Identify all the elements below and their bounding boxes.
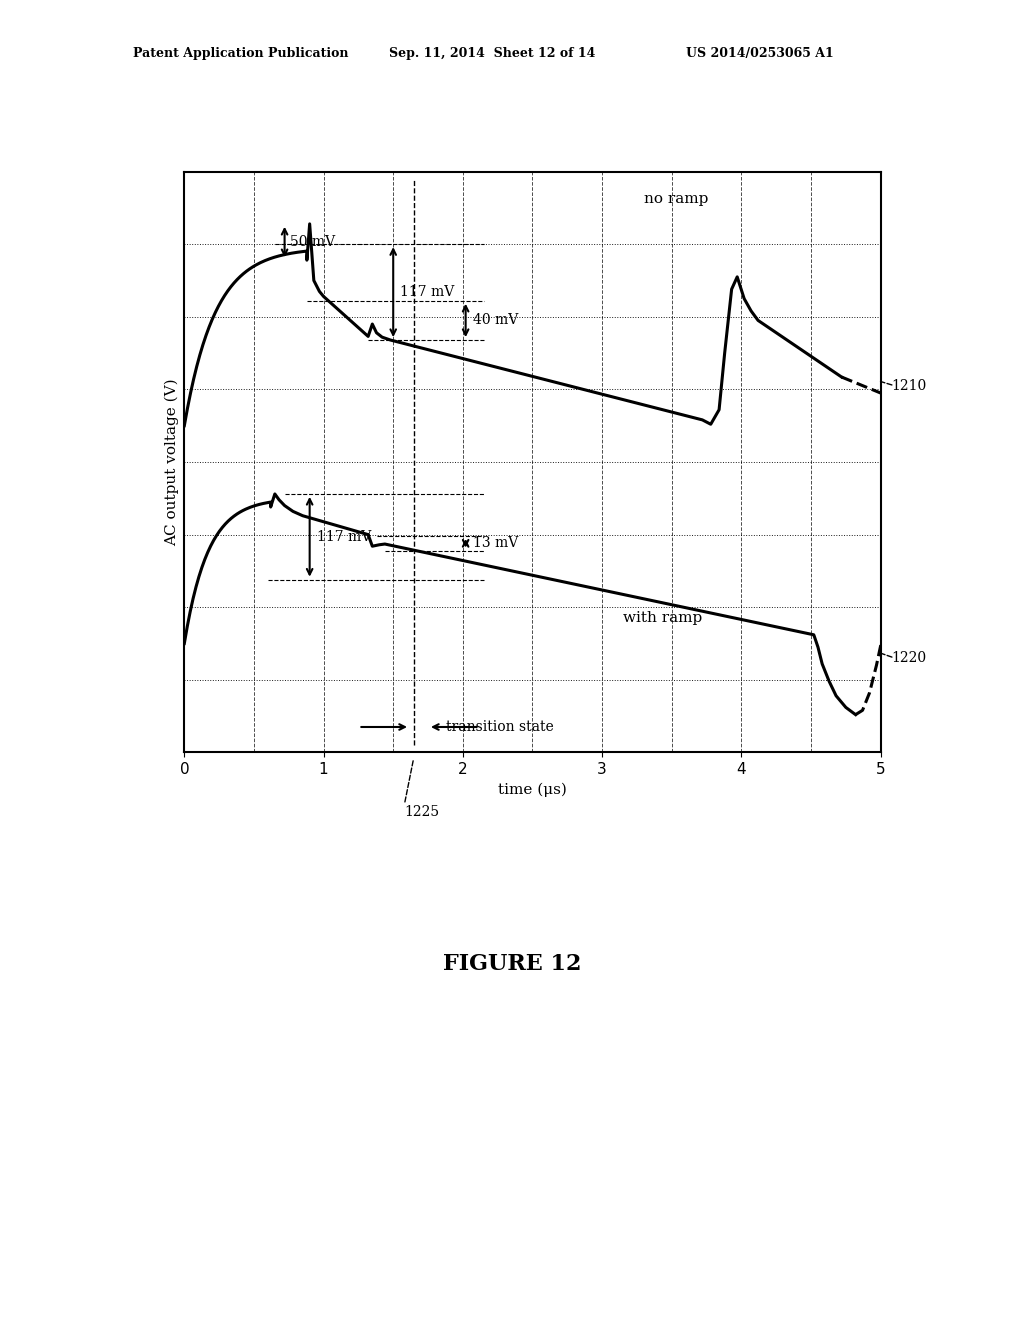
Text: no ramp: no ramp <box>644 193 709 206</box>
Y-axis label: AC output voltage (V): AC output voltage (V) <box>165 379 179 545</box>
Text: 50 mV: 50 mV <box>290 235 335 249</box>
Text: transition state: transition state <box>446 719 554 734</box>
Text: with ramp: with ramp <box>623 611 702 626</box>
Text: Patent Application Publication: Patent Application Publication <box>133 46 348 59</box>
Text: 117 mV: 117 mV <box>400 285 455 300</box>
Text: US 2014/0253065 A1: US 2014/0253065 A1 <box>686 46 834 59</box>
Text: FIGURE 12: FIGURE 12 <box>442 953 582 974</box>
Text: Sep. 11, 2014  Sheet 12 of 14: Sep. 11, 2014 Sheet 12 of 14 <box>389 46 596 59</box>
Text: 1220: 1220 <box>892 651 927 665</box>
Text: 1210: 1210 <box>892 379 927 393</box>
X-axis label: time (μs): time (μs) <box>498 783 567 797</box>
Text: 40 mV: 40 mV <box>473 313 518 327</box>
Text: 1225: 1225 <box>404 805 439 818</box>
Text: 117 mV: 117 mV <box>316 529 371 544</box>
Text: 13 mV: 13 mV <box>473 536 518 550</box>
